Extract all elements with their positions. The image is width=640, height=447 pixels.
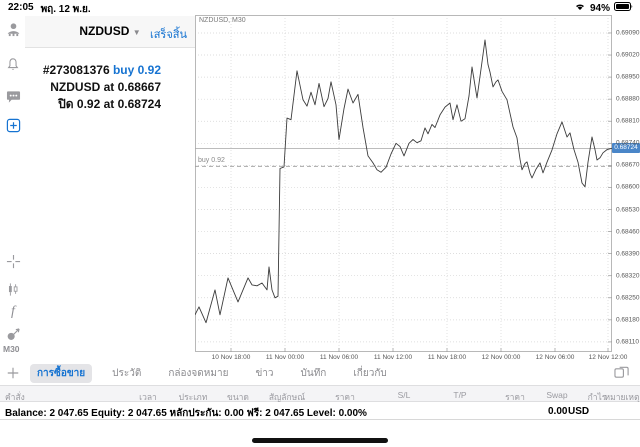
close-prefix: ปิด 0.92 at [58, 97, 115, 111]
time-axis-label: 11 Nov 06:00 [319, 354, 359, 361]
price-axis-label: 0.68740 [616, 139, 640, 147]
open-prefix: NZDUSD at [50, 80, 115, 94]
time-axis-label: 11 Nov 12:00 [373, 354, 413, 361]
candles-icon[interactable] [4, 280, 22, 298]
table-column-header: S/L [397, 390, 411, 400]
table-column-header: คำสั่ง [5, 392, 25, 402]
buy-line-label: buy 0.92 [198, 157, 225, 165]
table-column-header: T/P [453, 390, 467, 400]
table-column-header: กำไร [587, 392, 607, 402]
price-axis-label: 0.68810 [616, 117, 640, 125]
current-price-badge: 0.68724 [612, 143, 640, 154]
bottom-tab-bar: การซื้อขาย ประวัติ กล่องจดหมาย ข่าว บันทึก เก… [0, 362, 640, 385]
order-number: #273081376 [42, 63, 110, 77]
close-price: 0.68724 [117, 97, 161, 111]
price-axis-label: 0.68530 [616, 206, 640, 213]
table-column-header: ประเภท [178, 392, 208, 402]
chat-icon[interactable] [4, 88, 22, 106]
symbol-selector[interactable]: NZDUSD ▼ [25, 24, 195, 38]
table-column-header: ราคา [505, 392, 525, 402]
tab-4[interactable]: บันทึก [300, 368, 327, 379]
position-type: buy 0.92 [112, 63, 161, 77]
time-axis-label: 12 Nov 06:00 [535, 354, 575, 361]
account-summary-row: Balance: 2 047.65 Equity: 2 047.65 หลักป… [0, 402, 640, 420]
price-axis-label: 0.68670 [616, 161, 640, 169]
table-column-header: เวลา [139, 392, 157, 402]
time-axis-label: 11 Nov 00:00 [265, 354, 305, 361]
wifi-icon [574, 2, 586, 14]
clock: 22:05 [8, 2, 34, 13]
done-button[interactable]: เสร็จสิ้น [149, 29, 187, 41]
symbol-name: NZDUSD [79, 24, 130, 38]
battery-icon [614, 2, 634, 14]
account-icon[interactable] [4, 20, 22, 38]
time-axis-label: 12 Nov 12:00 [588, 354, 628, 361]
profit-currency: USD [568, 406, 590, 417]
new-order-icon[interactable] [4, 116, 22, 134]
price-axis-label: 0.69090 [616, 29, 640, 37]
chart-plot[interactable] [195, 15, 612, 352]
price-axis-label: 0.69020 [616, 51, 640, 59]
time-axis-label: 10 Nov 18:00 [211, 354, 251, 361]
home-indicator[interactable] [252, 438, 388, 443]
tab-0[interactable]: การซื้อขาย [30, 364, 93, 383]
tab-1[interactable]: ประวัติ [112, 368, 142, 379]
window-layout-icon[interactable] [614, 365, 630, 385]
price-axis-label: 0.68460 [616, 228, 640, 236]
price-axis-label: 0.68180 [616, 316, 640, 324]
position-close-line: ปิด 0.92 at 0.68724 [25, 96, 161, 113]
table-column-header: ขนาด [227, 392, 249, 402]
price-axis-label: 0.68390 [616, 250, 640, 258]
add-icon[interactable] [6, 366, 20, 385]
price-chart[interactable]: NZDUSD, M30 buy 0.92 0.68724 0.69090 0.69… [195, 15, 640, 364]
price-axis-label: 0.68320 [616, 272, 640, 280]
alerts-icon[interactable] [4, 55, 22, 73]
chart-symbol-label: NZDUSD, M30 [199, 17, 246, 24]
status-bar: 22:05 พฤ. 12 พ.ย. 94% [0, 0, 640, 16]
orders-table-header: คำสั่ง เวลา ประเภท ขนาด สัญลักษณ์ ราคา S/L T/P ร… [0, 385, 640, 402]
price-axis-label: 0.68250 [616, 294, 640, 302]
position-order-line: #273081376 buy 0.92 [25, 62, 161, 79]
table-column-header: สัญลักษณ์ [268, 392, 306, 402]
time-axis-label: 11 Nov 18:00 [427, 354, 467, 361]
table-column-header: หมายเหตุ [604, 392, 640, 402]
table-column-header: Swap [546, 390, 568, 400]
time-axis-label: 12 Nov 00:00 [481, 354, 521, 361]
position-open-line: NZDUSD at 0.68667 [25, 79, 161, 96]
price-line-series [195, 39, 612, 324]
floating-profit: 0.00 [548, 406, 568, 417]
objects-icon[interactable] [4, 326, 22, 344]
table-column-header: ราคา [335, 392, 355, 402]
battery-percent: 94% [589, 2, 610, 14]
timeframe-button[interactable]: M30 [3, 344, 20, 354]
price-axis-label: 0.68600 [616, 183, 640, 191]
tab-3[interactable]: ข่าว [255, 368, 274, 379]
chevron-down-icon: ▼ [132, 28, 141, 37]
tab-5[interactable]: เกี่ยวกับ [353, 368, 387, 379]
tab-2[interactable]: กล่องจดหมาย [168, 368, 229, 379]
open-price: 0.68667 [117, 80, 161, 94]
indicators-icon[interactable]: f [11, 304, 15, 319]
balance-summary: Balance: 2 047.65 Equity: 2 047.65 หลักป… [5, 408, 367, 419]
trade-panel-header: NZDUSD ▼ เสร็จสิ้น [25, 16, 195, 48]
price-axis-label: 0.68880 [616, 95, 640, 103]
crosshair-icon[interactable] [4, 252, 22, 270]
status-date: พฤ. 12 พ.ย. [40, 4, 91, 15]
price-axis-label: 0.68110 [616, 338, 640, 346]
position-details: #273081376 buy 0.92 NZDUSD at 0.68667 ปิ… [25, 62, 195, 113]
price-axis-label: 0.68950 [616, 73, 640, 81]
